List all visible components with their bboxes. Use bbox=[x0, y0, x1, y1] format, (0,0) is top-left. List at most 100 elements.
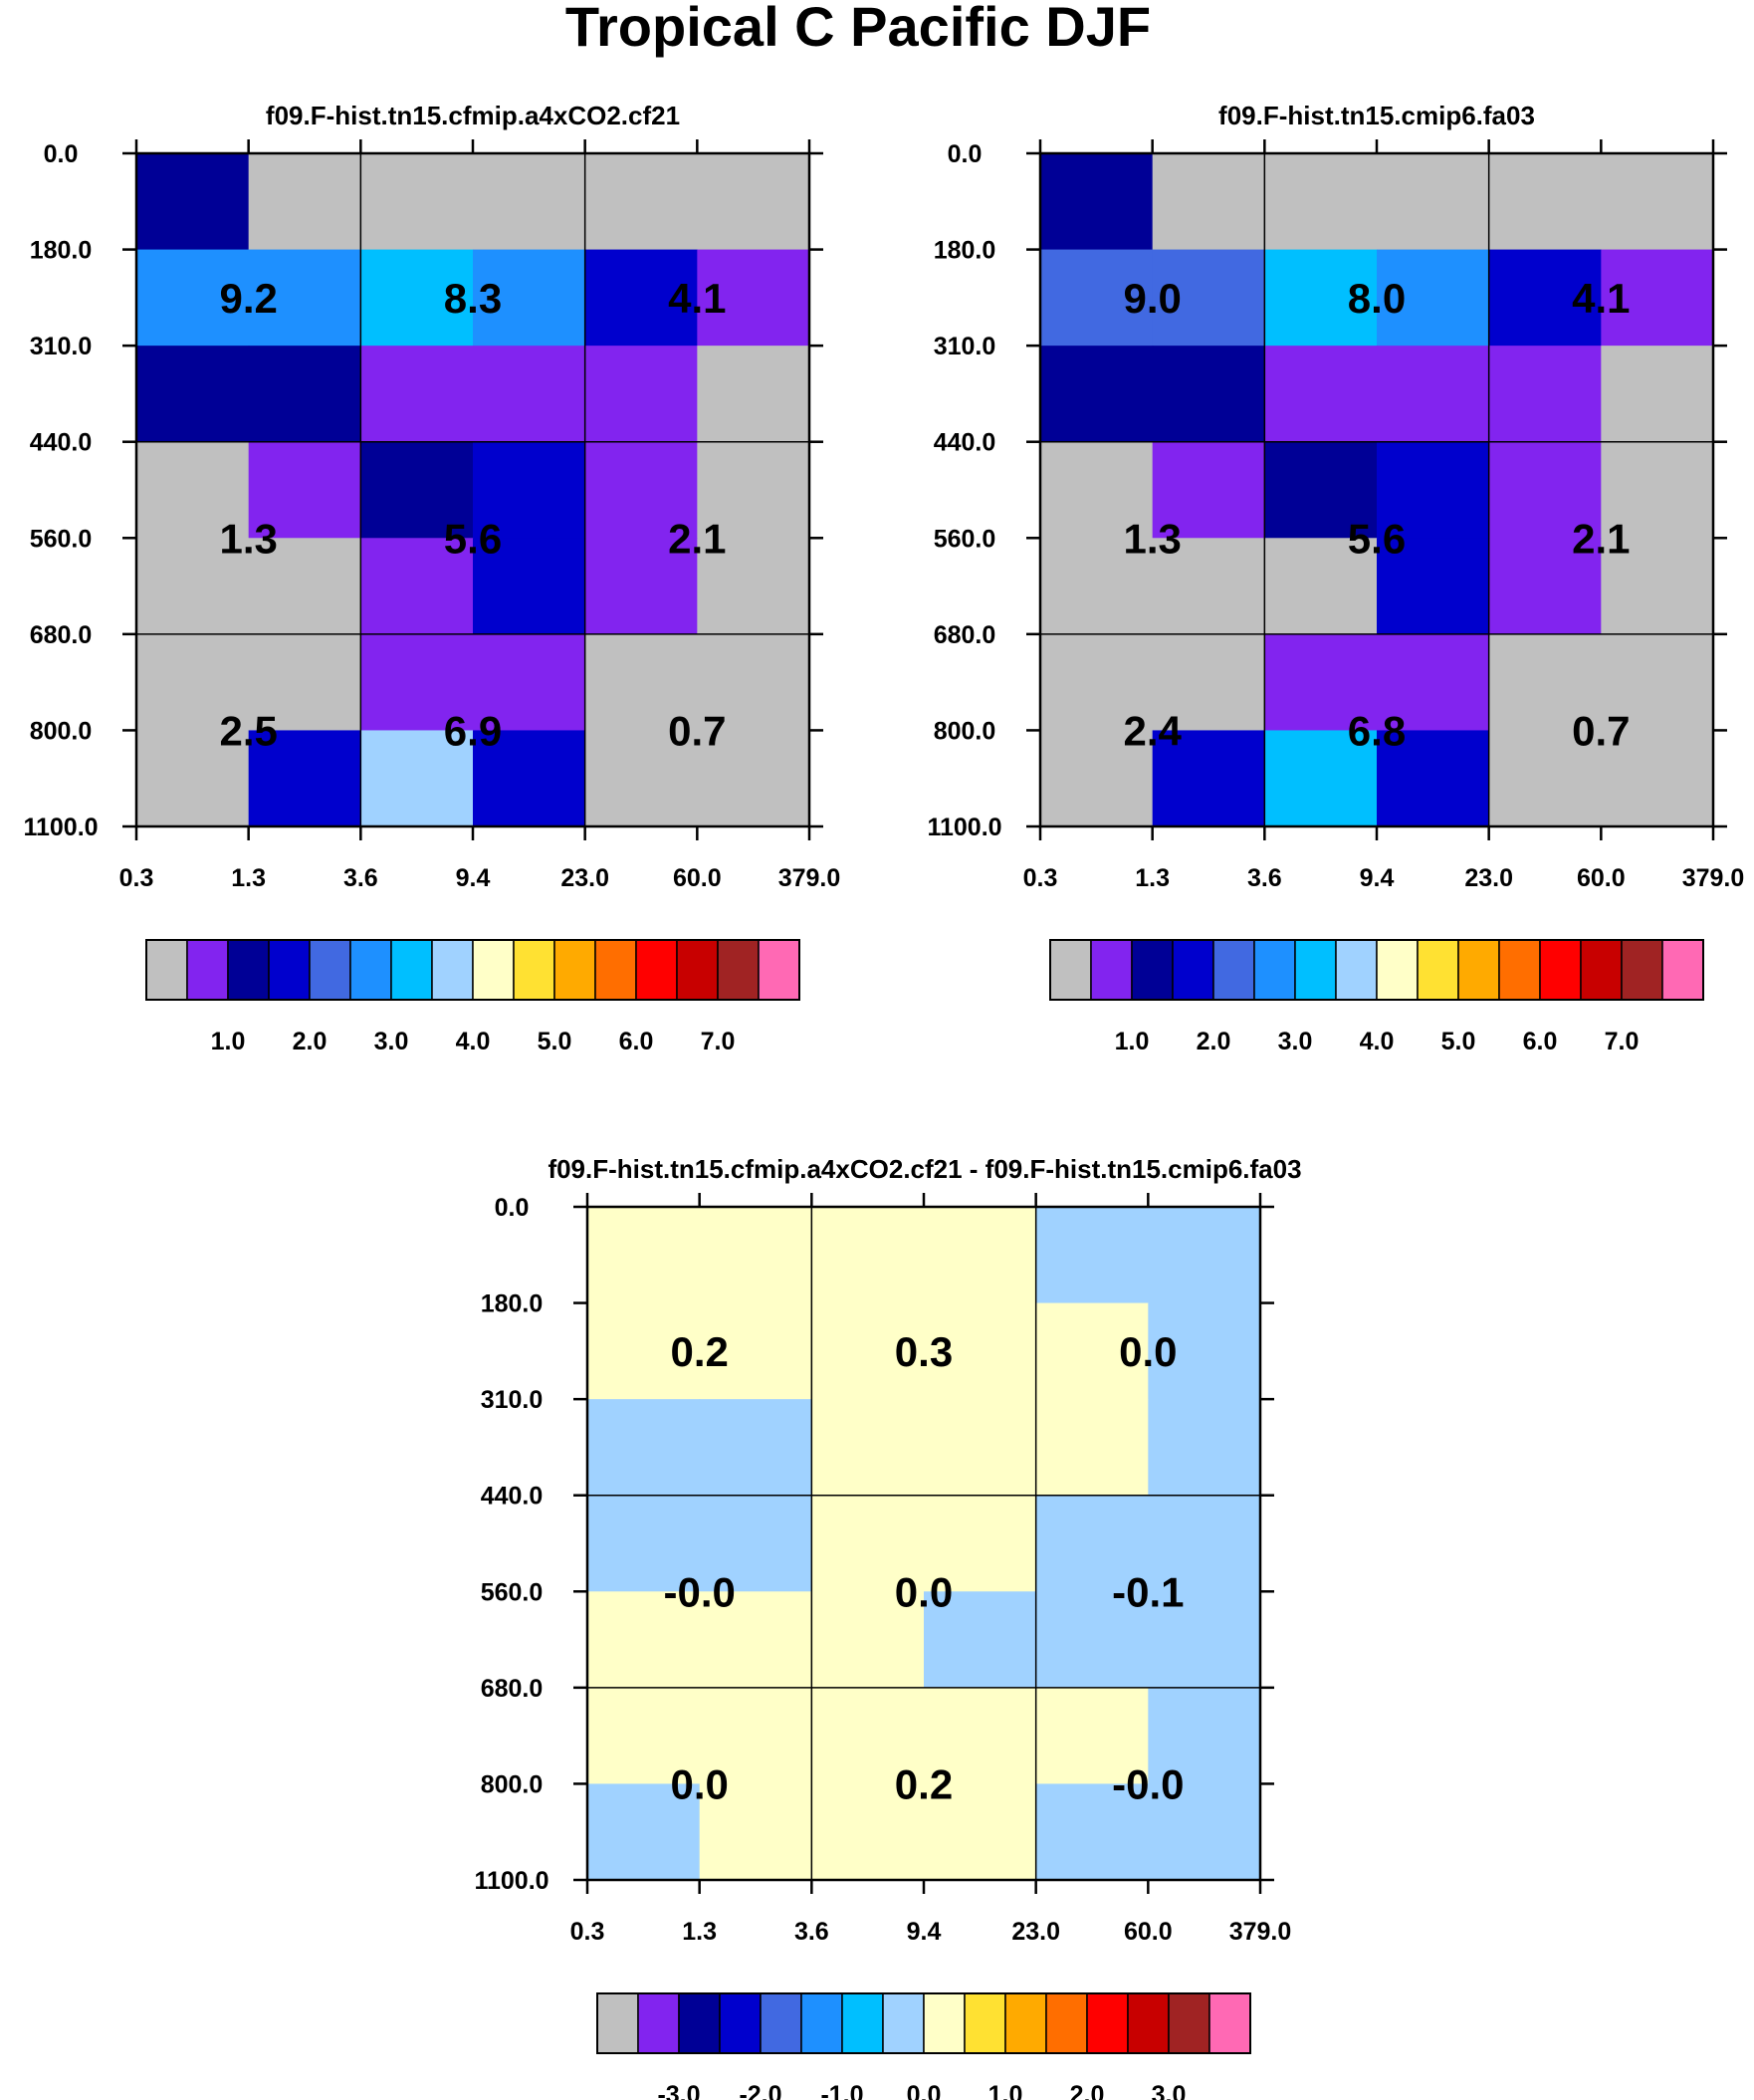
colorbar-swatch bbox=[513, 939, 555, 1001]
y-tick-label: 1100.0 bbox=[23, 814, 98, 841]
y-tick-label: 180.0 bbox=[481, 1290, 544, 1318]
heatmap-cell bbox=[1264, 249, 1378, 347]
heatmap-cell bbox=[1152, 249, 1265, 347]
y-tick-label: 800.0 bbox=[30, 717, 93, 745]
heatmap-cell bbox=[1035, 1302, 1149, 1400]
heatmap-cell bbox=[136, 730, 250, 827]
y-tick-label: 560.0 bbox=[934, 525, 996, 553]
y-tick-label: 0.0 bbox=[495, 1194, 530, 1222]
colorbar-swatch bbox=[390, 939, 433, 1001]
colorbar-swatch bbox=[1457, 939, 1500, 1001]
colorbar-swatch bbox=[964, 1992, 1006, 2054]
colorbar-swatch bbox=[1090, 939, 1133, 1001]
colorbar-swatch bbox=[596, 1992, 639, 2054]
heatmap-cell bbox=[1377, 249, 1490, 347]
colorbar-fa03: 1.0 2.0 3.0 4.0 5.0 6.0 7.0 bbox=[1049, 939, 1704, 1055]
colorbar-swatch bbox=[349, 939, 392, 1001]
heatmap-cell bbox=[1148, 1207, 1261, 1304]
y-tick-label: 180.0 bbox=[30, 237, 93, 265]
heatmap-cell bbox=[699, 1591, 812, 1689]
y-tick-label: 440.0 bbox=[30, 429, 93, 457]
colorbar-swatch bbox=[1539, 939, 1582, 1001]
heatmap-cell bbox=[699, 1207, 812, 1304]
x-tick-label: 379.0 bbox=[1229, 1918, 1292, 1946]
colorbar-swatch bbox=[431, 939, 474, 1001]
heatmap-cell bbox=[1488, 538, 1602, 635]
heatmap-cell bbox=[699, 1783, 812, 1881]
colorbar-frame bbox=[145, 939, 800, 1001]
x-tick-label: 1.3 bbox=[682, 1918, 717, 1946]
heatmap-cell bbox=[1601, 441, 1714, 539]
heatmap-cell bbox=[1488, 153, 1602, 251]
colorbar-swatch bbox=[882, 1992, 925, 2054]
colorbar-swatch bbox=[719, 1992, 762, 2054]
heatmap-cell bbox=[248, 538, 361, 635]
colorbar-swatch bbox=[1580, 939, 1623, 1001]
heatmap-cell bbox=[1264, 538, 1378, 635]
colorbar-frame bbox=[1049, 939, 1704, 1001]
colorbar-swatch bbox=[1208, 1992, 1251, 2054]
colorbar-swatch bbox=[1294, 939, 1337, 1001]
cell-value-label: 1.3 bbox=[1123, 515, 1181, 562]
heatmap-cell bbox=[360, 346, 474, 443]
heatmap-cf21: 0.0 180.0 310.0 440.0 560.0 680.0 800.0 1100.0 0… bbox=[23, 139, 840, 892]
heatmap-cell bbox=[924, 1302, 1037, 1400]
cell-value-label: 9.0 bbox=[1123, 275, 1181, 322]
heatmap-cell bbox=[584, 633, 698, 732]
heatmap-cell bbox=[699, 1399, 812, 1497]
panel-title-fa03: f09.F-hist.tn15.cmip6.fa03 bbox=[1218, 101, 1535, 130]
heatmap-cell bbox=[1488, 730, 1602, 827]
heatmap-cell bbox=[697, 153, 810, 251]
heatmap-cell bbox=[697, 633, 810, 732]
heatmap-cell bbox=[1377, 538, 1490, 635]
heatmap-cell bbox=[360, 633, 474, 732]
colorbar-swatch bbox=[145, 939, 188, 1001]
colorbar-swatch bbox=[760, 1992, 802, 2054]
y-tick-label: 560.0 bbox=[30, 525, 93, 553]
colorbar-swatch bbox=[268, 939, 311, 1001]
heatmap-cell bbox=[360, 441, 474, 539]
colorbar-swatch bbox=[553, 939, 596, 1001]
heatmap-fa03: 0.0 180.0 310.0 440.0 560.0 680.0 800.0 1100.0 0… bbox=[927, 139, 1744, 892]
heatmap-cell bbox=[1488, 633, 1602, 732]
heatmap-cell bbox=[924, 1783, 1037, 1881]
heatmap-cell bbox=[1264, 730, 1378, 827]
heatmap-cell bbox=[924, 1687, 1037, 1785]
heatmap-cell bbox=[473, 346, 586, 443]
heatmap-cell bbox=[473, 441, 586, 539]
cell-value-label: 6.8 bbox=[1348, 707, 1406, 754]
colorbar-swatch bbox=[1127, 1992, 1170, 2054]
y-tick-label: 310.0 bbox=[934, 333, 996, 360]
colorbar-label: 4.0 bbox=[456, 1028, 491, 1055]
heatmap-cell bbox=[1377, 346, 1490, 443]
colorbar-swatch bbox=[1253, 939, 1296, 1001]
colorbar-label: 5.0 bbox=[538, 1028, 572, 1055]
heatmap-cell bbox=[1148, 1495, 1261, 1592]
x-tick-label: 0.3 bbox=[1023, 864, 1058, 892]
colorbar-label: 0.0 bbox=[907, 2081, 942, 2100]
heatmap-cell bbox=[136, 249, 250, 347]
panel-title-difference: f09.F-hist.tn15.cfmip.a4xCO2.cf21 - f09.… bbox=[548, 1154, 1301, 1184]
heatmap-cell bbox=[699, 1302, 812, 1400]
heatmap-cell bbox=[1152, 346, 1265, 443]
x-tick-label: 1.3 bbox=[1135, 864, 1170, 892]
colorbar-label: 6.0 bbox=[619, 1028, 654, 1055]
heatmap-cell bbox=[1035, 1495, 1149, 1592]
colorbar-swatch bbox=[594, 939, 637, 1001]
cell-value-label: 0.0 bbox=[670, 1760, 728, 1807]
heatmap-cell bbox=[1152, 633, 1265, 732]
x-tick-label: 3.6 bbox=[1247, 864, 1282, 892]
heatmap-cell bbox=[699, 1495, 812, 1592]
heatmap-cell bbox=[1601, 153, 1714, 251]
cell-value-label: 0.2 bbox=[670, 1328, 728, 1375]
y-tick-label: 800.0 bbox=[934, 717, 996, 745]
panel-fa03: f09.F-hist.tn15.cmip6.fa03 0.0 180.0 310.0… bbox=[927, 101, 1744, 1055]
colorbar-label: -3.0 bbox=[657, 2081, 700, 2100]
x-tick-label: 1.3 bbox=[231, 864, 266, 892]
heatmap-cell bbox=[584, 153, 698, 251]
heatmap-cell bbox=[136, 346, 250, 443]
heatmap-cell bbox=[248, 441, 361, 539]
heatmap-cell bbox=[587, 1495, 701, 1592]
heatmap-cell bbox=[587, 1687, 701, 1785]
heatmap-cell bbox=[697, 249, 810, 347]
